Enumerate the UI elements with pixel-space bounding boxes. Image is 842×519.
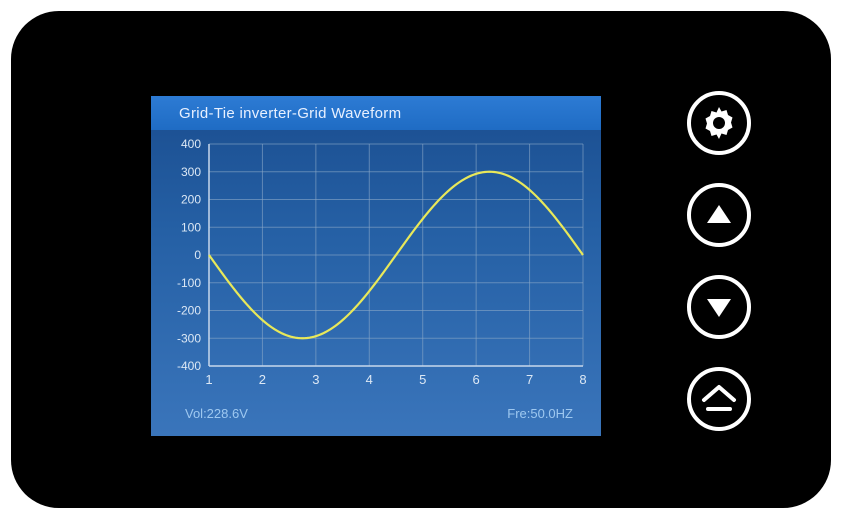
svg-text:3: 3 [312,372,319,387]
settings-button[interactable] [687,91,751,155]
lcd-screen: Grid-Tie inverter-Grid Waveform 40030020… [151,96,601,436]
device-panel: Grid-Tie inverter-Grid Waveform 40030020… [11,11,831,508]
waveform-chart: 400 300 200 100 0 -100 -200 -300 -400 1 2 3 4 5 6 7 8 [151,130,601,396]
status-bar: Vol:228.6V Fre:50.0HZ [151,396,601,436]
svg-text:6: 6 [473,372,480,387]
svg-text:0: 0 [194,248,201,262]
chart-svg: 400 300 200 100 0 -100 -200 -300 -400 1 2 3 4 5 6 7 8 [151,130,601,396]
svg-text:7: 7 [526,372,533,387]
svg-text:400: 400 [181,137,201,151]
svg-text:1: 1 [205,372,212,387]
svg-text:-200: -200 [177,304,201,318]
svg-text:2: 2 [259,372,266,387]
svg-text:300: 300 [181,165,201,179]
svg-text:8: 8 [579,372,586,387]
screen-title: Grid-Tie inverter-Grid Waveform [151,96,601,130]
triangle-up-icon [701,197,737,233]
svg-text:-400: -400 [177,359,201,373]
down-button[interactable] [687,275,751,339]
svg-text:4: 4 [366,372,373,387]
up-button[interactable] [687,183,751,247]
triangle-down-icon [701,289,737,325]
svg-text:5: 5 [419,372,426,387]
svg-text:200: 200 [181,193,201,207]
gear-icon [699,103,739,143]
home-icon [698,378,740,420]
button-column [687,91,751,431]
svg-text:-300: -300 [177,331,201,345]
voltage-readout: Vol:228.6V [185,406,248,421]
home-button[interactable] [687,367,751,431]
svg-text:-100: -100 [177,276,201,290]
frequency-readout: Fre:50.0HZ [507,406,573,421]
svg-text:100: 100 [181,220,201,234]
